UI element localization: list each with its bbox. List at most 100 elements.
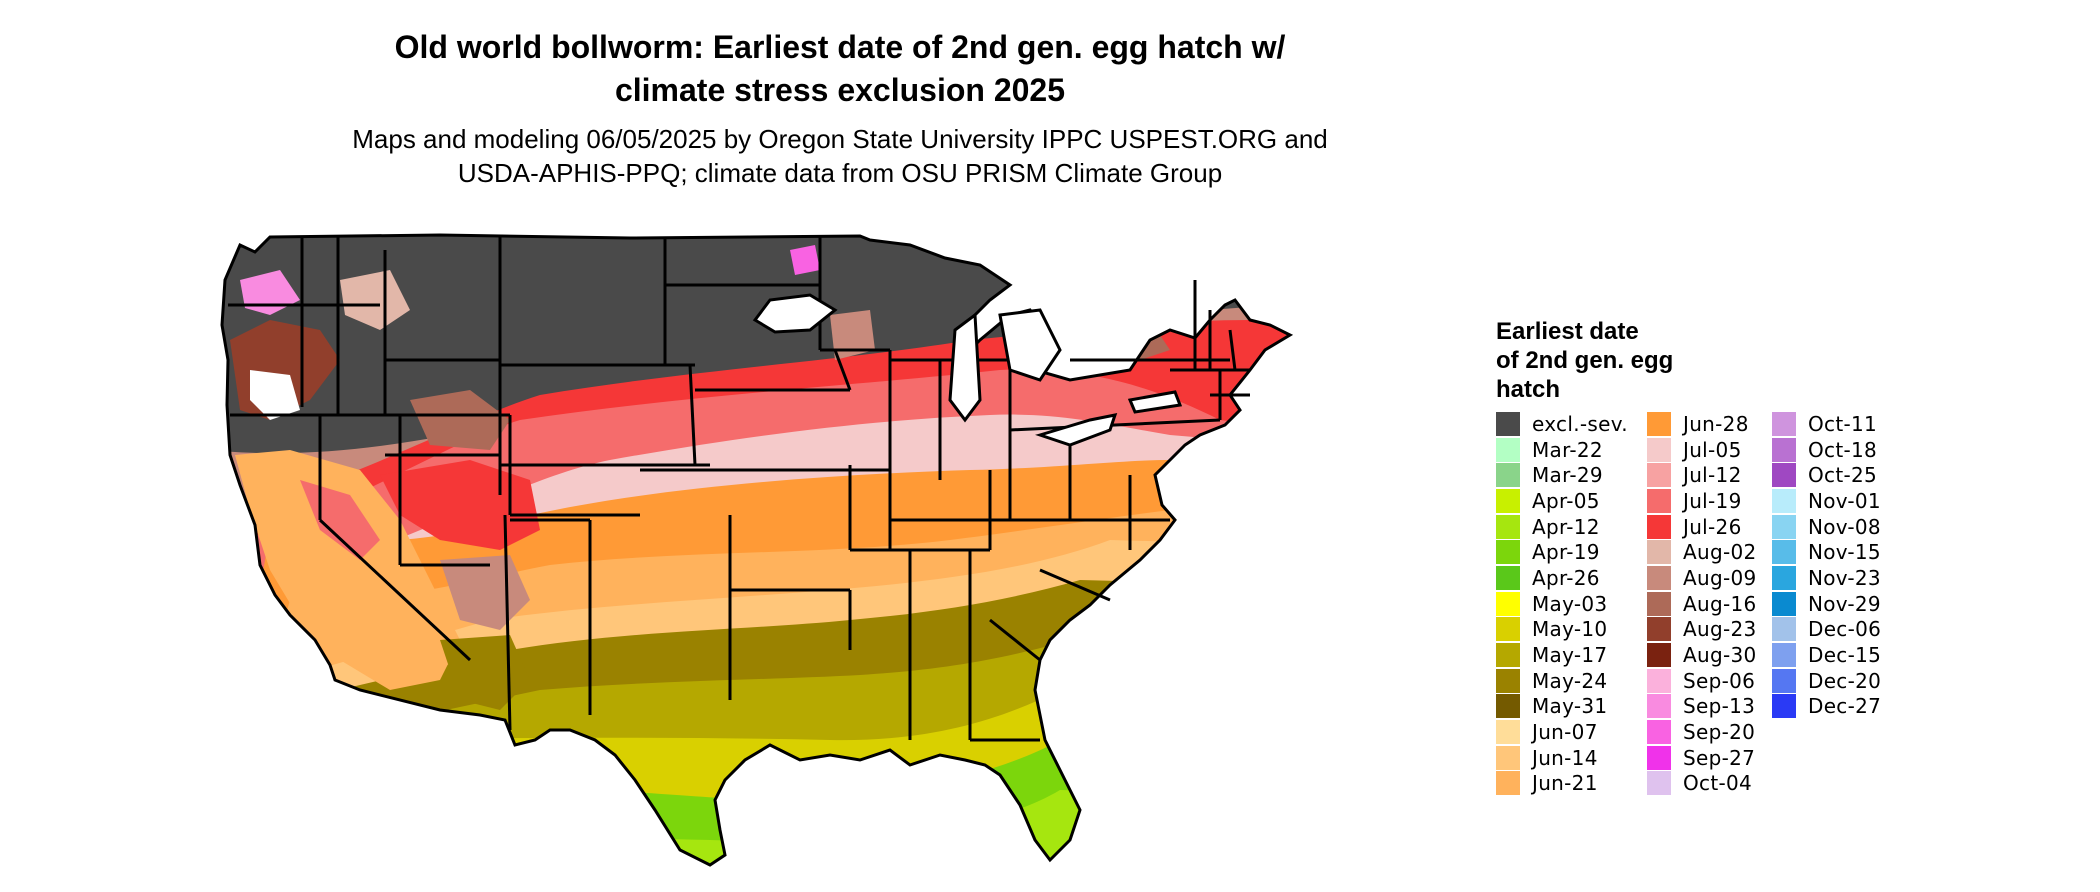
legend-label: Aug-30 bbox=[1683, 643, 1757, 668]
legend-swatch bbox=[1496, 694, 1520, 719]
legend-label: May-31 bbox=[1532, 694, 1608, 719]
legend-label: Aug-09 bbox=[1683, 565, 1757, 590]
legend-label: Dec-20 bbox=[1808, 668, 1882, 693]
legend-label: Apr-05 bbox=[1532, 488, 1600, 513]
legend-item: Oct-18 bbox=[1772, 437, 1881, 463]
legend-swatch bbox=[1647, 411, 1671, 436]
legend-item: Aug-23 bbox=[1647, 617, 1757, 643]
legend-label: Sep-06 bbox=[1683, 668, 1756, 693]
legend-label: Oct-18 bbox=[1808, 437, 1878, 462]
legend-item: Jun-07 bbox=[1496, 719, 1628, 745]
map-subtitle-line-1: Maps and modeling 06/05/2025 by Oregon S… bbox=[352, 124, 1328, 154]
legend-label: Aug-23 bbox=[1683, 617, 1757, 642]
legend-label: May-24 bbox=[1532, 668, 1608, 693]
legend-item: Jun-14 bbox=[1496, 745, 1628, 771]
legend-label: Nov-23 bbox=[1808, 565, 1881, 590]
legend-swatch bbox=[1647, 591, 1671, 616]
map-subtitle: Maps and modeling 06/05/2025 by Oregon S… bbox=[300, 122, 1380, 190]
legend-item: Dec-06 bbox=[1772, 617, 1881, 643]
legend-swatch bbox=[1496, 643, 1520, 668]
legend-label: Aug-02 bbox=[1683, 540, 1757, 565]
legend-label: Sep-13 bbox=[1683, 694, 1756, 719]
legend-swatch bbox=[1647, 643, 1671, 668]
legend-swatch bbox=[1772, 463, 1796, 488]
legend-swatch bbox=[1496, 540, 1520, 565]
legend-label: May-10 bbox=[1532, 617, 1608, 642]
legend-column-2: Jun-28 Jul-05 Jul-12 Jul-19 Jul-26 Aug-02 Aug-… bbox=[1647, 411, 1757, 796]
legend-title: Earliest date of 2nd gen. egg hatch bbox=[1496, 317, 1756, 404]
legend-swatch bbox=[1647, 488, 1671, 513]
legend-item: Nov-29 bbox=[1772, 591, 1881, 617]
legend-item: Jun-28 bbox=[1647, 411, 1757, 437]
legend-swatch bbox=[1647, 540, 1671, 565]
legend-column-3: Oct-11 Oct-18 Oct-25 Nov-01 Nov-08 Nov-15 Nov-… bbox=[1772, 411, 1881, 719]
legend-item: Oct-25 bbox=[1772, 462, 1881, 488]
legend-item: Apr-26 bbox=[1496, 565, 1628, 591]
legend-item: Aug-30 bbox=[1647, 642, 1757, 668]
legend-item: Nov-08 bbox=[1772, 514, 1881, 540]
legend-label: Apr-12 bbox=[1532, 514, 1600, 539]
legend-swatch bbox=[1496, 514, 1520, 539]
legend-item: Jul-19 bbox=[1647, 488, 1757, 514]
legend-item: Jul-12 bbox=[1647, 462, 1757, 488]
legend-label: Nov-15 bbox=[1808, 540, 1881, 565]
legend-swatch bbox=[1647, 694, 1671, 719]
legend-swatch bbox=[1772, 694, 1796, 719]
legend-label: Jun-21 bbox=[1532, 771, 1598, 796]
map-title-line-2: climate stress exclusion 2025 bbox=[614, 72, 1066, 108]
legend-swatch bbox=[1496, 437, 1520, 462]
legend-item: excl.-sev. bbox=[1496, 411, 1628, 437]
legend-swatch bbox=[1496, 591, 1520, 616]
legend-swatch bbox=[1496, 463, 1520, 488]
legend-item: Oct-04 bbox=[1647, 771, 1757, 797]
legend-item: May-03 bbox=[1496, 591, 1628, 617]
legend-label: Jul-12 bbox=[1683, 463, 1742, 488]
legend-swatch bbox=[1647, 514, 1671, 539]
legend-swatch bbox=[1772, 488, 1796, 513]
legend-item: Sep-06 bbox=[1647, 668, 1757, 694]
legend-item: May-31 bbox=[1496, 694, 1628, 720]
legend-label: Nov-29 bbox=[1808, 591, 1881, 616]
legend-item: Dec-15 bbox=[1772, 642, 1881, 668]
legend-swatch bbox=[1772, 437, 1796, 462]
legend-title-line-3: hatch bbox=[1496, 376, 1561, 403]
legend-label: Oct-04 bbox=[1683, 771, 1753, 796]
us-hatch-date-map bbox=[210, 220, 1470, 890]
legend-swatch bbox=[1496, 565, 1520, 590]
legend-swatch bbox=[1772, 617, 1796, 642]
legend-item: Jun-21 bbox=[1496, 771, 1628, 797]
legend-label: Oct-11 bbox=[1808, 411, 1878, 436]
legend-swatch bbox=[1772, 411, 1796, 436]
legend-label: Sep-20 bbox=[1683, 720, 1756, 745]
legend-swatch bbox=[1772, 591, 1796, 616]
legend-item: May-24 bbox=[1496, 668, 1628, 694]
legend-swatch bbox=[1496, 720, 1520, 745]
legend-label: Jun-28 bbox=[1683, 411, 1749, 436]
legend-item: Aug-02 bbox=[1647, 539, 1757, 565]
great-lakes bbox=[752, 293, 1183, 447]
legend-item: Oct-11 bbox=[1772, 411, 1881, 437]
legend-item: Apr-12 bbox=[1496, 514, 1628, 540]
map-title-line-1: Old world bollworm: Earliest date of 2nd… bbox=[394, 29, 1286, 65]
map-title: Old world bollworm: Earliest date of 2nd… bbox=[300, 26, 1380, 112]
legend-swatch bbox=[1647, 720, 1671, 745]
legend-item: Jul-05 bbox=[1647, 437, 1757, 463]
legend-label: May-17 bbox=[1532, 643, 1608, 668]
legend-swatch bbox=[1496, 488, 1520, 513]
legend-label: Nov-01 bbox=[1808, 488, 1881, 513]
legend-label: Apr-26 bbox=[1532, 565, 1600, 590]
legend-item: Nov-15 bbox=[1772, 539, 1881, 565]
legend-item: Apr-05 bbox=[1496, 488, 1628, 514]
legend-item: Dec-27 bbox=[1772, 694, 1881, 720]
legend-label: Jul-26 bbox=[1683, 514, 1742, 539]
legend-swatch bbox=[1496, 617, 1520, 642]
legend-label: Dec-06 bbox=[1808, 617, 1882, 642]
legend-swatch bbox=[1647, 437, 1671, 462]
legend-item: May-10 bbox=[1496, 617, 1628, 643]
legend-title-line-2: of 2nd gen. egg bbox=[1496, 347, 1674, 374]
state-boundaries bbox=[220, 233, 1292, 867]
legend-label: Jun-14 bbox=[1532, 745, 1598, 770]
legend-label: excl.-sev. bbox=[1532, 411, 1628, 436]
legend-item: Dec-20 bbox=[1772, 668, 1881, 694]
legend-label: Aug-16 bbox=[1683, 591, 1757, 616]
